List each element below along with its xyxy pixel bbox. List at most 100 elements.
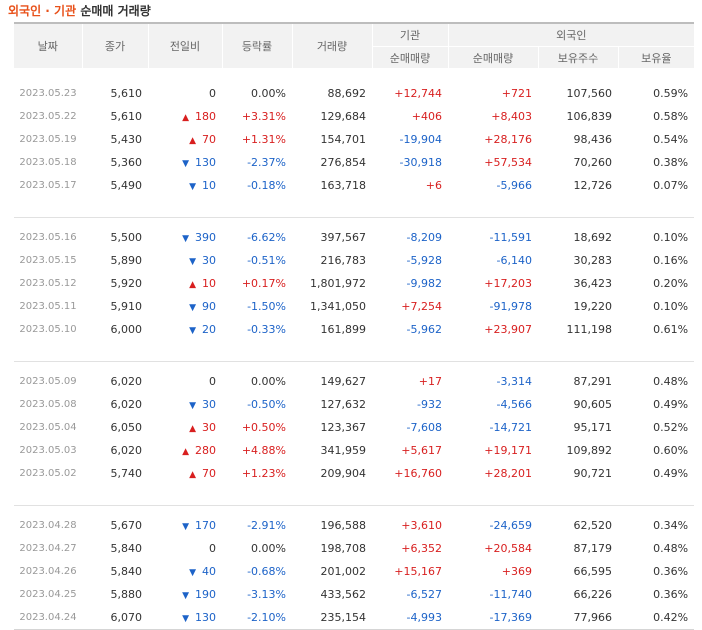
rate-cell: 0.00% (251, 87, 286, 100)
volume-cell: 127,632 (320, 398, 367, 411)
volume-cell: 397,567 (320, 231, 367, 244)
spacer-cell (14, 197, 695, 218)
triangle-down-icon: ▼ (189, 257, 196, 267)
date-cell: 2023.05.02 (19, 468, 77, 479)
inst-net-cell: +5,617 (401, 444, 442, 457)
inst-net-cell: -5,962 (406, 323, 442, 336)
volume-cell: 341,959 (320, 444, 367, 457)
rate-cell: +3.31% (241, 110, 286, 123)
table-row: 2023.05.10 6,000 ▼ 20 -0.33% 161,899 -5,962 +23… (14, 318, 694, 341)
header-holdings: 보유주수 (537, 46, 618, 68)
close-cell: 5,910 (110, 300, 143, 313)
group-spacer (14, 362, 694, 371)
close-cell: 5,430 (110, 133, 143, 146)
holdings-cell: 90,721 (573, 467, 613, 480)
header-date: 날짜 (14, 22, 82, 68)
rate-cell: 0.00% (251, 542, 286, 555)
change-value: 10 (202, 277, 216, 290)
spacer-cell (14, 341, 695, 362)
close-cell: 6,020 (110, 444, 143, 457)
change-cell: ▲ 180 (148, 105, 222, 128)
title-institution: 기관 (54, 4, 77, 18)
change-cell: ▲ 10 (148, 272, 222, 295)
table-row: 2023.05.09 6,020 0 0.00% 149,627 +17 -3,314 87,… (14, 370, 694, 393)
group-spacer (14, 68, 694, 82)
triangle-up-icon: ▲ (189, 280, 196, 290)
holdings-cell: 111,198 (566, 323, 613, 336)
close-cell: 5,880 (110, 588, 143, 601)
change-cell: ▼ 190 (148, 583, 222, 606)
date-cell: 2023.05.18 (19, 157, 77, 168)
ratio-cell: 0.38% (653, 156, 689, 169)
triangle-down-icon: ▼ (189, 568, 196, 578)
holdings-cell: 77,966 (538, 606, 618, 630)
volume-cell: 129,684 (320, 110, 367, 123)
rate-cell: -3.13% (247, 588, 286, 601)
volume-cell: 209,904 (320, 467, 367, 480)
volume-cell: 149,627 (320, 375, 367, 388)
holdings-cell: 106,839 (566, 110, 613, 123)
ratio-cell: 0.48% (653, 375, 689, 388)
change-cell: ▼ 390 (148, 226, 222, 249)
triangle-down-icon: ▼ (182, 234, 189, 244)
inst-net-cell: -6,527 (406, 588, 442, 601)
rate-cell: +0.17% (241, 277, 286, 290)
volume-cell: 235,154 (292, 606, 372, 630)
triangle-up-icon: ▲ (189, 136, 196, 146)
holdings-cell: 90,605 (573, 398, 613, 411)
change-value: 40 (202, 565, 216, 578)
spacer-cell (14, 362, 694, 371)
volume-cell: 196,588 (320, 519, 367, 532)
ratio-cell: 0.20% (653, 277, 689, 290)
foreign-net-cell: +28,176 (484, 133, 532, 146)
change-value: 70 (202, 133, 216, 146)
date-cell: 2023.04.25 (19, 589, 77, 600)
group-spacer (14, 218, 694, 227)
volume-cell: 154,701 (320, 133, 367, 146)
date-cell: 2023.04.24 (14, 606, 82, 630)
foreign-net-cell: -14,721 (489, 421, 532, 434)
change-value: 90 (202, 300, 216, 313)
holdings-cell: 36,423 (573, 277, 613, 290)
foreign-net-cell: +721 (501, 87, 532, 100)
foreign-net-cell: -6,140 (496, 254, 532, 267)
ratio-cell: 0.07% (653, 179, 689, 192)
inst-net-cell: +3,610 (401, 519, 442, 532)
foreign-net-cell: -11,591 (489, 231, 532, 244)
trading-panel: 외국인 · 기관 순매매 거래량 날짜 종가 전일비 등락률 거래량 기관 외국… (8, 4, 695, 630)
ratio-cell: 0.49% (653, 467, 689, 480)
rate-cell: -0.33% (247, 323, 286, 336)
triangle-down-icon: ▼ (182, 591, 189, 601)
foreign-net-cell: +23,907 (484, 323, 532, 336)
change-value: 170 (195, 519, 216, 532)
ratio-cell: 0.61% (653, 323, 689, 336)
triangle-down-icon: ▼ (189, 182, 196, 192)
change-value: 70 (202, 467, 216, 480)
ratio-cell: 0.54% (653, 133, 689, 146)
date-cell: 2023.05.04 (19, 422, 77, 433)
change-value: 0 (209, 87, 216, 100)
header-inst-net: 순매매량 (371, 46, 448, 68)
header-change: 전일비 (147, 22, 222, 68)
change-cell: 0 (148, 537, 222, 560)
table-row: 2023.05.15 5,890 ▼ 30 -0.51% 216,783 -5,928 -6,… (14, 249, 694, 272)
table-row: 2023.05.11 5,910 ▼ 90 -1.50% 1,341,050 +7,254 -… (14, 295, 694, 318)
rate-cell: +1.23% (241, 467, 286, 480)
close-cell: 5,360 (110, 156, 143, 169)
date-cell: 2023.05.03 (19, 445, 77, 456)
close-cell: 5,610 (110, 110, 143, 123)
triangle-down-icon: ▼ (182, 614, 189, 624)
ratio-cell: 0.36% (653, 588, 689, 601)
table-row: 2023.04.27 5,840 0 0.00% 198,708 +6,352 +20,58… (14, 537, 694, 560)
change-cell: ▼ 10 (148, 174, 222, 197)
change-value: 280 (195, 444, 216, 457)
spacer-cell (14, 485, 695, 506)
change-cell: 0 (148, 370, 222, 393)
foreign-net-cell: -17,369 (448, 606, 538, 630)
rate-cell: -2.37% (247, 156, 286, 169)
close-cell: 5,840 (110, 565, 143, 578)
change-cell: ▲ 280 (148, 439, 222, 462)
holdings-cell: 12,726 (573, 179, 613, 192)
spacer-cell (14, 68, 694, 82)
foreign-net-cell: -5,966 (496, 179, 532, 192)
